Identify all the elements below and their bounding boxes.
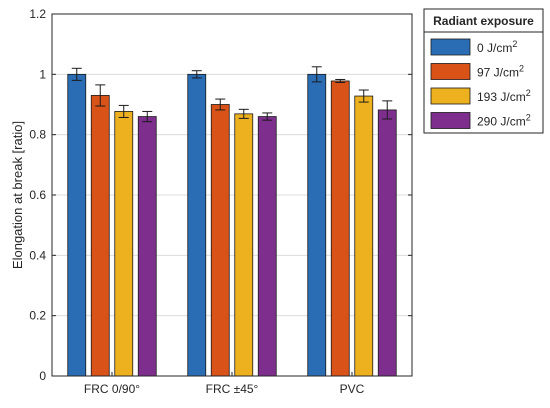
- y-tick-label: 1.2: [29, 7, 46, 21]
- x-tick-label: FRC 0/90°: [84, 382, 140, 396]
- y-tick-label: 1: [39, 67, 46, 81]
- bar: [210, 104, 230, 377]
- bar: [187, 73, 207, 377]
- bar: [330, 80, 350, 377]
- y-tick-label: 0.4: [29, 248, 46, 262]
- bar: [234, 113, 254, 377]
- bar: [354, 95, 374, 377]
- y-tick-label: 0.8: [29, 128, 46, 142]
- legend: Radiant exposure 0 J/cm2 97 J/cm2 193 J/cm2…: [423, 8, 544, 134]
- bar: [377, 109, 397, 377]
- legend-entry-label: 0 J/cm2: [477, 39, 517, 55]
- bar: [257, 116, 277, 377]
- y-tick-label: 0: [39, 369, 46, 383]
- plot-frame: [51, 13, 413, 377]
- legend-entry-label: 97 J/cm2: [477, 64, 524, 80]
- legend-swatch: [430, 63, 471, 80]
- legend-swatch: [430, 87, 471, 105]
- legend-title: Radiant exposure: [433, 14, 534, 28]
- x-tick-label: FRC ±45°: [206, 382, 259, 396]
- bar: [67, 73, 87, 377]
- legend-swatch: [430, 112, 471, 129]
- x-tick-label: PVC: [340, 382, 365, 396]
- legend-entry-label: 193 J/cm2: [477, 88, 531, 104]
- bar: [90, 95, 110, 377]
- legend-swatch: [430, 38, 471, 56]
- y-axis-label: Elongation at break [ratio]: [10, 121, 25, 269]
- bar: [307, 73, 327, 377]
- legend-entry-label: 290 J/cm2: [477, 113, 531, 129]
- grid-layer: [52, 73, 412, 317]
- axis-layer: 0 0.2 0.4 0.6 0.8 1 1.2 FRC 0/90° FRC ±45° PVC: [29, 7, 413, 396]
- bar: [114, 111, 134, 377]
- y-tick-label: 0.6: [29, 188, 46, 202]
- bar: [137, 116, 157, 377]
- y-tick-label: 0.2: [29, 309, 46, 323]
